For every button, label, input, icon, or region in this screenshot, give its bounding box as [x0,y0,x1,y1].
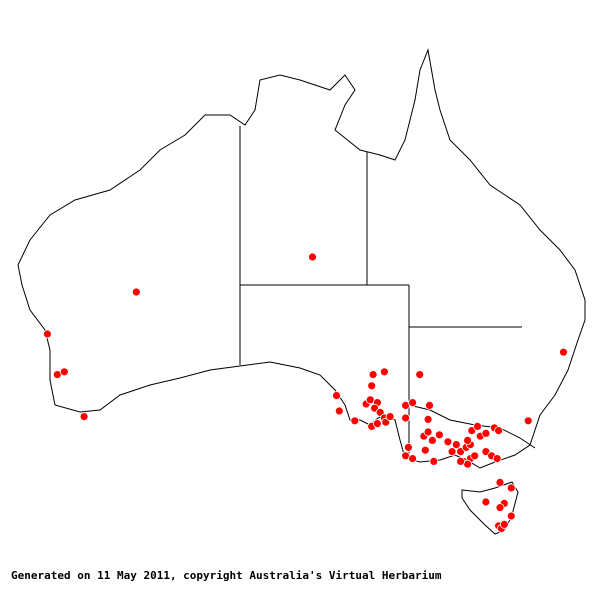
occurrence-point [408,454,418,464]
occurrence-point [423,427,433,437]
occurrence-point [372,419,382,429]
state-borders [239,126,536,458]
occurrence-point [495,503,505,513]
occurrence-point [434,430,444,440]
occurrence-point [492,454,502,464]
occurrence-points [43,252,568,533]
occurrence-point [379,367,389,377]
occurrence-point [401,413,411,423]
occurrence-point [495,477,505,487]
occurrence-point [367,381,377,391]
occurrence-point [506,483,516,493]
occurrence-point [427,435,437,445]
occurrence-point [425,400,434,410]
occurrence-point [559,347,568,357]
occurrence-point [473,421,482,431]
occurrence-point [506,511,516,521]
occurrence-point [423,414,433,424]
occurrence-point [350,416,360,426]
occurrence-point [429,456,439,466]
occurrence-point [443,437,453,447]
occurrence-point [499,520,509,529]
occurrence-point [420,445,430,455]
occurrence-point [308,252,317,262]
occurrence-point [408,398,418,408]
occurrence-point [481,428,491,438]
occurrence-point [59,367,69,377]
occurrence-point [451,440,461,450]
occurrence-point [403,442,413,452]
occurrence-point [456,456,466,466]
occurrence-point [481,497,491,507]
occurrence-point [523,416,533,426]
occurrence-point [332,391,341,401]
occurrence-point [385,412,395,422]
occurrence-point [447,447,457,457]
mainland-outline [17,48,586,469]
occurrence-point [463,435,473,445]
occurrence-point [131,287,141,297]
occurrence-point [334,406,344,416]
occurrence-point [79,412,89,422]
occurrence-point [415,370,425,380]
occurrence-point [43,329,52,339]
occurrence-point [494,426,504,436]
occurrence-point [368,370,378,380]
occurrence-point [470,451,480,461]
footer-credit: Generated on 11 May 2011, copyright Aust… [11,569,442,582]
